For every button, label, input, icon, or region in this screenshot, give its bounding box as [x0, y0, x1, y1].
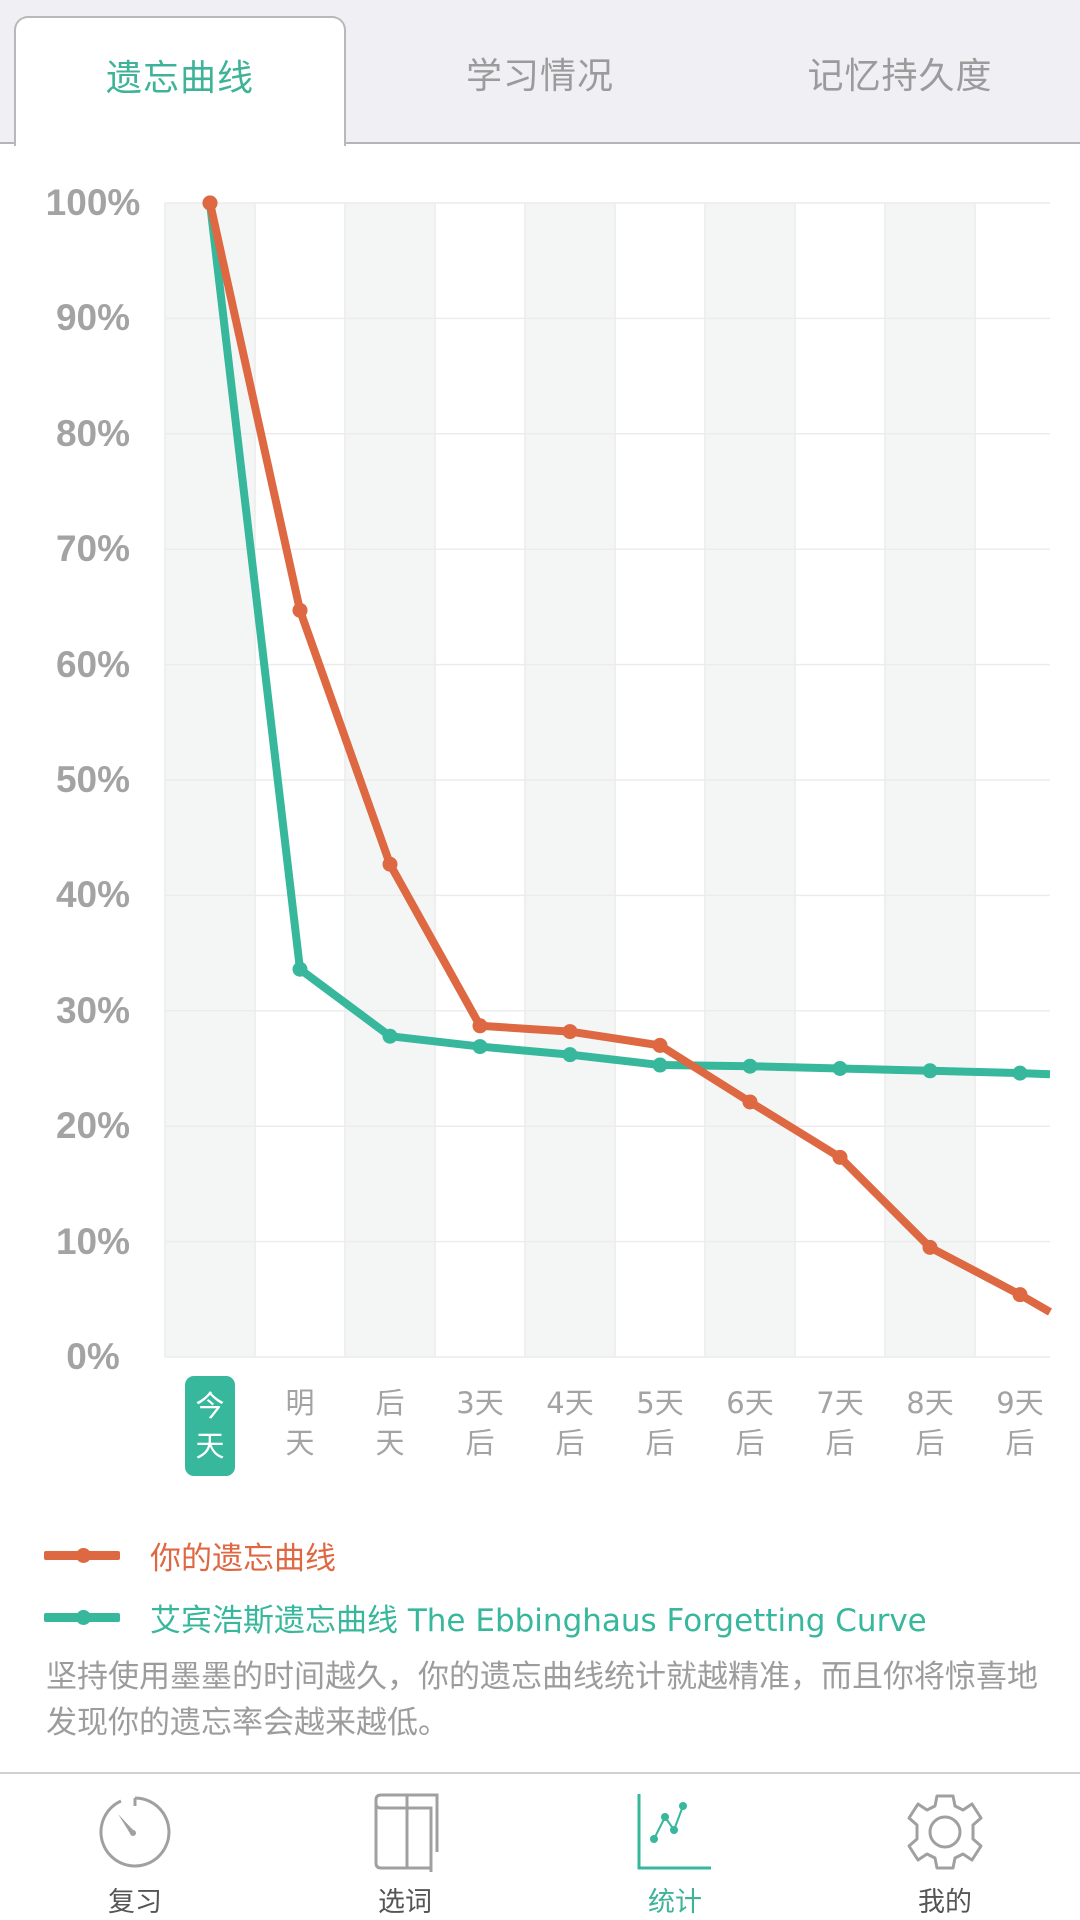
y-tick-label: 20%: [55, 1105, 131, 1147]
y-tick-label: 90%: [55, 297, 131, 339]
description-text: 坚持使用墨墨的时间越久，你的遗忘曲线统计就越精准，而且你将惊喜地发现你的遗忘率会…: [46, 1659, 1038, 1741]
tab-label: 学习情况: [465, 56, 614, 97]
y-tick-label: 50%: [55, 759, 131, 800]
legend-label: 你的遗忘曲线: [150, 1540, 336, 1577]
bottom-tab-bar: 复习 选词 统计 我的: [0, 1772, 1080, 1920]
x-tick-label: 8天后: [906, 1386, 954, 1460]
x-tick-label: 9天后: [996, 1386, 1044, 1460]
line-chart-icon: [637, 1794, 711, 1870]
stopwatch-icon: [99, 1796, 171, 1868]
x-tick-label: 3天后: [456, 1386, 504, 1460]
x-tick-label: 后天: [375, 1386, 405, 1460]
book-icon: [374, 1793, 439, 1872]
x-tick-label: 7天后: [816, 1386, 864, 1460]
legend-label: 艾宾浩斯遗忘曲线 The Ebbinghaus Forgetting Curve: [150, 1602, 927, 1639]
legend-item-your-curve: 你的遗忘曲线: [44, 1530, 336, 1580]
nav-profile[interactable]: 我的: [810, 1774, 1080, 1920]
x-tick-label: 5天后: [636, 1386, 684, 1460]
tab-learning-status[interactable]: 学习情况: [390, 16, 690, 144]
nav-label: 复习: [108, 1887, 162, 1918]
y-tick-label: 0%: [66, 1336, 120, 1377]
nav-label: 我的: [918, 1887, 972, 1918]
gear-icon: [907, 1794, 983, 1870]
header-tab-bar: 遗忘曲线 学习情况 记忆持久度: [0, 0, 1080, 146]
nav-label: 统计: [648, 1887, 702, 1918]
chart-plot: [164, 195, 1052, 1358]
nav-label: 选词: [378, 1887, 432, 1918]
y-tick-label: 60%: [55, 643, 131, 685]
y-tick-label: 100%: [45, 182, 141, 223]
nav-review[interactable]: 复习: [0, 1774, 270, 1920]
legend-swatch-teal: [44, 1609, 120, 1625]
tab-memory-durability[interactable]: 记忆持久度: [750, 16, 1050, 144]
y-tick-label: 80%: [55, 412, 131, 454]
tab-forgetting-curve[interactable]: 遗忘曲线: [14, 16, 346, 146]
tab-label: 记忆持久度: [807, 56, 993, 97]
y-tick-label: 10%: [55, 1220, 131, 1262]
y-tick-label: 70%: [55, 528, 131, 570]
legend-swatch-orange: [44, 1547, 120, 1563]
nav-select-words[interactable]: 选词: [270, 1774, 540, 1920]
y-tick-label: 40%: [55, 874, 131, 916]
nav-statistics[interactable]: 统计: [540, 1774, 810, 1920]
tab-label: 遗忘曲线: [105, 58, 254, 99]
x-tick-label: 6天后: [726, 1386, 774, 1460]
x-tick-today-badge[interactable]: 今天: [185, 1376, 235, 1476]
forgetting-curve-chart: 100% 90% 80% 70% 60% 50% 40% 30% 20% 10% 0% 今天明天后天…: [0, 144, 1080, 1514]
x-tick-label: 4天后: [546, 1386, 594, 1460]
y-tick-label: 30%: [55, 989, 131, 1031]
legend-item-ebbinghaus-curve: 艾宾浩斯遗忘曲线 The Ebbinghaus Forgetting Curve: [44, 1592, 927, 1642]
x-tick-label: 明天: [285, 1386, 315, 1460]
